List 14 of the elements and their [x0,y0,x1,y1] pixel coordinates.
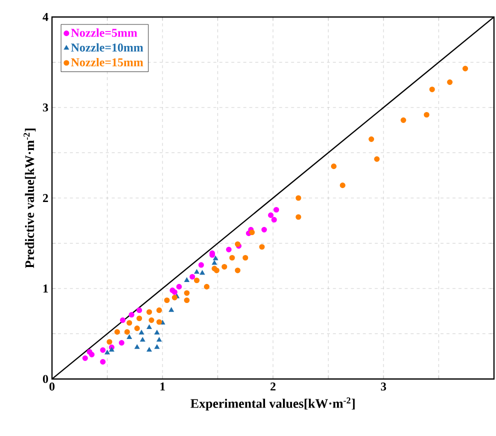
y-tick-label: 3 [42,103,48,112]
y-tick-label: 2 [43,194,48,202]
x-tick-label: 1 [160,382,165,390]
legend-label: Nozzle=15mm [71,58,144,66]
y-axis-title: Predictive value[kW·m$^{-2}$] [24,128,36,268]
y-tick-label: 1 [43,284,48,292]
x-axis-title: Experimental values[kW·m$^{-2}$] [190,397,355,411]
x-tick-label: 3 [380,382,386,391]
x-tick-label: 2 [270,382,276,390]
x-tick-label: 0 [49,382,55,391]
legend-label: Nozzle=5mm [71,28,138,37]
legend-label: Nozzle=10mm [71,43,144,52]
y-tick-label: 0 [42,374,48,384]
y-tick-label: 4 [42,13,48,21]
